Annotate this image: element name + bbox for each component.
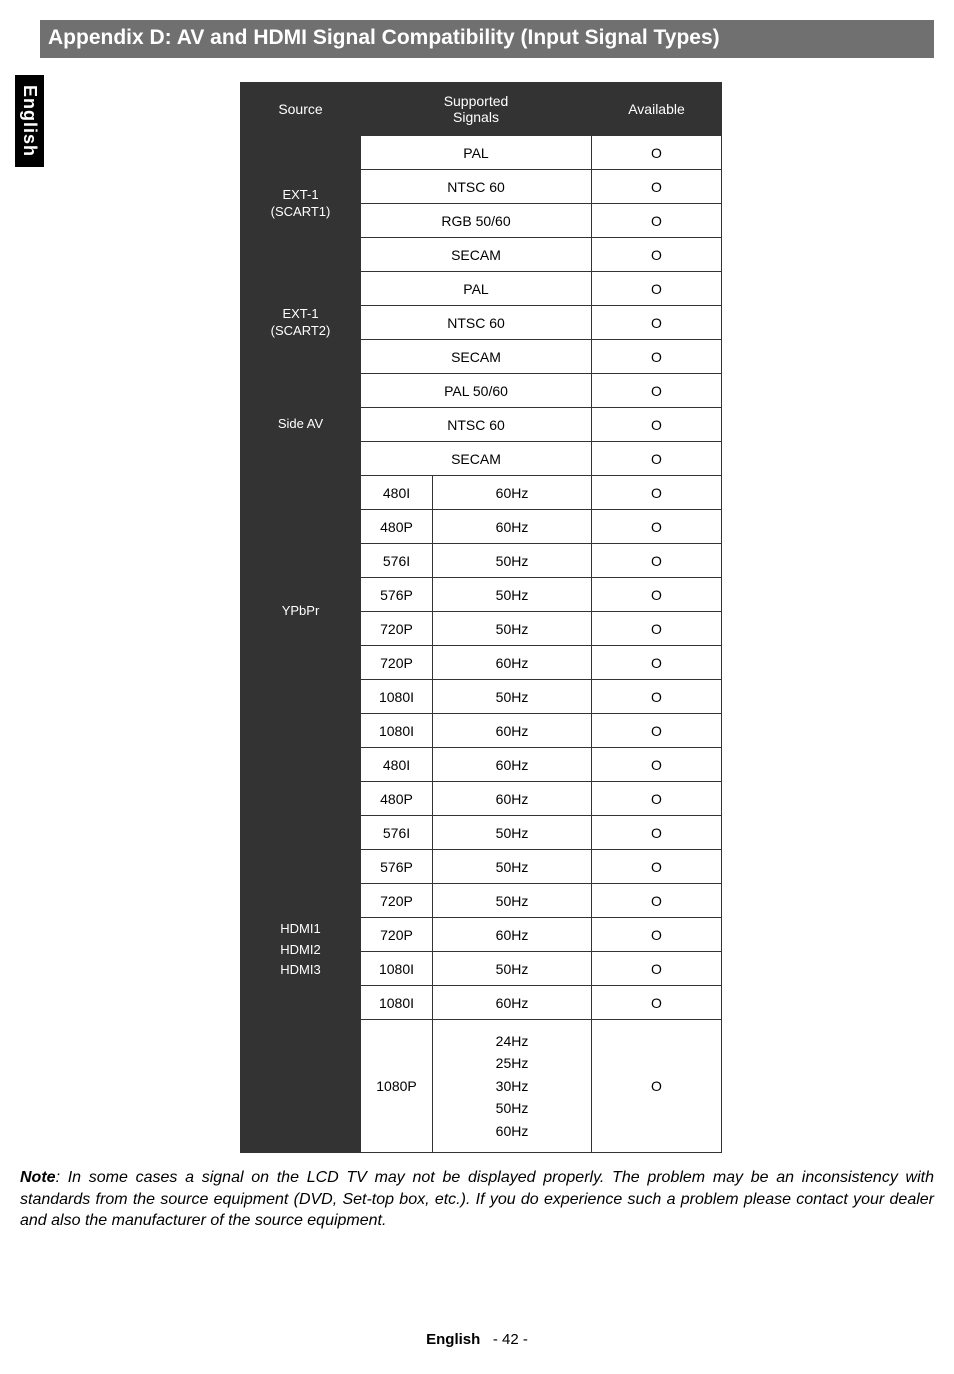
col-header-source: Source xyxy=(241,83,361,136)
available-cell: O xyxy=(592,238,722,272)
signal-res-cell: 576P xyxy=(361,578,433,612)
source-cell: EXT-1 (SCART1) xyxy=(241,136,361,272)
available-cell: O xyxy=(592,884,722,918)
footer-page-number: - 42 - xyxy=(493,1331,528,1348)
available-cell: O xyxy=(592,340,722,374)
available-cell: O xyxy=(592,272,722,306)
page-footer: English - 42 - xyxy=(0,1331,954,1348)
signal-res-cell: 1080I xyxy=(361,680,433,714)
available-cell: O xyxy=(592,850,722,884)
signal-hz-cell: 60Hz xyxy=(433,476,592,510)
available-cell: O xyxy=(592,1020,722,1153)
available-cell: O xyxy=(592,680,722,714)
signal-hz-cell: 50Hz xyxy=(433,850,592,884)
note-label: Note xyxy=(20,1169,56,1186)
appendix-title: Appendix D: AV and HDMI Signal Compatibi… xyxy=(40,20,934,58)
signal-res-cell: 720P xyxy=(361,884,433,918)
available-cell: O xyxy=(592,578,722,612)
available-cell: O xyxy=(592,714,722,748)
signal-res-cell: 1080P xyxy=(361,1020,433,1153)
available-cell: O xyxy=(592,170,722,204)
signal-res-cell: 1080I xyxy=(361,952,433,986)
col-header-available: Available xyxy=(592,83,722,136)
signal-hz-cell: 60Hz xyxy=(433,782,592,816)
signal-res-cell: 480I xyxy=(361,476,433,510)
signal-cell: SECAM xyxy=(361,238,592,272)
signal-cell: NTSC 60 xyxy=(361,408,592,442)
signal-hz-cell: 50Hz xyxy=(433,544,592,578)
signal-hz-cell: 50Hz xyxy=(433,578,592,612)
available-cell: O xyxy=(592,408,722,442)
signal-hz-cell: 50Hz xyxy=(433,816,592,850)
signal-hz-cell: 60Hz xyxy=(433,748,592,782)
signal-res-cell: 720P xyxy=(361,612,433,646)
signal-hz-cell: 60Hz xyxy=(433,918,592,952)
signal-hz-cell: 50Hz xyxy=(433,680,592,714)
available-cell: O xyxy=(592,374,722,408)
signal-res-cell: 1080I xyxy=(361,986,433,1020)
signal-cell: PAL 50/60 xyxy=(361,374,592,408)
available-cell: O xyxy=(592,952,722,986)
signal-hz-cell: 60Hz xyxy=(433,510,592,544)
signal-res-cell: 720P xyxy=(361,646,433,680)
source-cell: HDMI1 HDMI2 HDMI3 xyxy=(241,748,361,1153)
signal-res-cell: 480P xyxy=(361,510,433,544)
available-cell: O xyxy=(592,510,722,544)
signal-cell: SECAM xyxy=(361,340,592,374)
signal-hz-cell: 50Hz xyxy=(433,952,592,986)
signal-res-cell: 480P xyxy=(361,782,433,816)
available-cell: O xyxy=(592,612,722,646)
footer-language: English xyxy=(426,1331,480,1348)
signal-hz-cell: 60Hz xyxy=(433,714,592,748)
signal-cell: SECAM xyxy=(361,442,592,476)
available-cell: O xyxy=(592,442,722,476)
signal-cell: RGB 50/60 xyxy=(361,204,592,238)
language-tab: English xyxy=(15,75,44,167)
signal-hz-cell: 60Hz xyxy=(433,986,592,1020)
signal-res-cell: 576I xyxy=(361,816,433,850)
signal-hz-cell: 50Hz xyxy=(433,884,592,918)
available-cell: O xyxy=(592,306,722,340)
signal-cell: PAL xyxy=(361,136,592,170)
note-paragraph: Note: In some cases a signal on the LCD … xyxy=(20,1167,934,1232)
signal-hz-cell: 50Hz xyxy=(433,612,592,646)
signal-hz-cell: 24Hz 25Hz 30Hz 50Hz 60Hz xyxy=(433,1020,592,1153)
available-cell: O xyxy=(592,544,722,578)
available-cell: O xyxy=(592,782,722,816)
available-cell: O xyxy=(592,816,722,850)
compatibility-table: SourceSupported SignalsAvailable EXT-1 (S… xyxy=(240,82,722,1153)
source-cell: EXT-1 (SCART2) xyxy=(241,272,361,374)
available-cell: O xyxy=(592,646,722,680)
signal-res-cell: 576I xyxy=(361,544,433,578)
signal-hz-cell: 60Hz xyxy=(433,646,592,680)
signal-res-cell: 720P xyxy=(361,918,433,952)
available-cell: O xyxy=(592,748,722,782)
col-header-signals: Supported Signals xyxy=(361,83,592,136)
signal-cell: NTSC 60 xyxy=(361,170,592,204)
signal-cell: PAL xyxy=(361,272,592,306)
available-cell: O xyxy=(592,918,722,952)
signal-cell: NTSC 60 xyxy=(361,306,592,340)
signal-res-cell: 1080I xyxy=(361,714,433,748)
available-cell: O xyxy=(592,204,722,238)
available-cell: O xyxy=(592,986,722,1020)
available-cell: O xyxy=(592,476,722,510)
available-cell: O xyxy=(592,136,722,170)
source-cell: YPbPr xyxy=(241,476,361,748)
note-text: : In some cases a signal on the LCD TV m… xyxy=(20,1169,934,1229)
source-cell: Side AV xyxy=(241,374,361,476)
signal-res-cell: 480I xyxy=(361,748,433,782)
signal-res-cell: 576P xyxy=(361,850,433,884)
